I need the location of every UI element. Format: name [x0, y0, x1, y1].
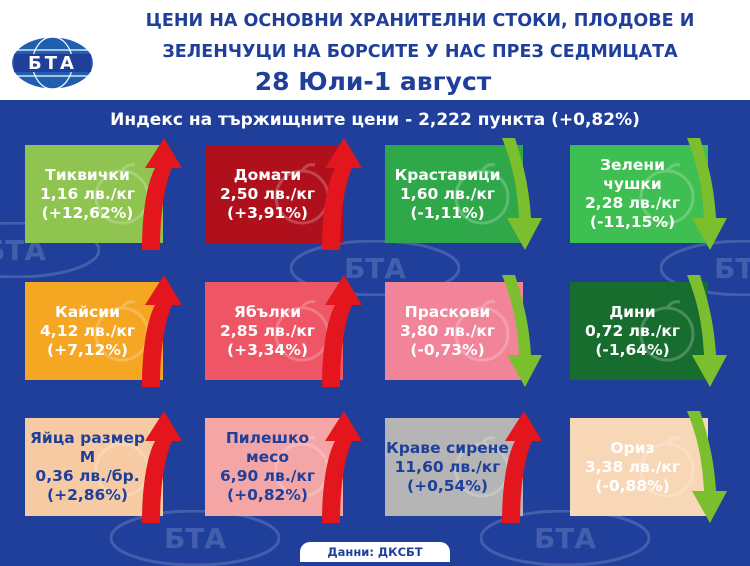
product-name: Пилешко месо: [225, 429, 310, 466]
price-change: (-0,88%): [595, 476, 670, 495]
price-tile: Праскови 3,80 лв./кг (-0,73%): [385, 282, 523, 380]
pepper-icon: [639, 163, 695, 225]
date-range: 28 Юли-1 август: [248, 64, 498, 100]
product-price: 0,72 лв./кг: [585, 321, 680, 340]
product-name: Зелени чушки: [600, 156, 665, 193]
arrow-up-icon: [322, 275, 362, 387]
arrow-down-icon: [502, 275, 542, 387]
tile-text: Домати 2,50 лв./кг (+3,91%): [205, 145, 330, 243]
price-change: (-1,64%): [595, 340, 670, 359]
cucumber-icon: [454, 163, 510, 225]
price-tile: Ябълки 2,85 лв./кг (+3,34%): [205, 282, 343, 380]
product-price: 3,80 лв./кг: [400, 321, 495, 340]
product-price: 11,60 лв./кг: [394, 457, 501, 476]
svg-text:БТА: БТА: [714, 252, 750, 285]
price-change: (-1,11%): [410, 203, 485, 222]
tile-text: Ориз 3,38 лв./кг (-0,88%): [570, 418, 695, 516]
tile-text: Зелени чушки 2,28 лв./кг (-11,15%): [570, 145, 695, 243]
tile-text: Пилешко месо 6,90 лв./кг (+0,82%): [205, 418, 330, 516]
product-price: 2,85 лв./кг: [220, 321, 315, 340]
title-line-2: ЗЕЛЕНЧУЦИ НА БОРСИТЕ У НАС ПРЕЗ СЕДМИЦАТ…: [162, 42, 678, 62]
product-name: Ябълки: [233, 302, 302, 321]
tile-text: Краве сирене 11,60 лв./кг (+0,54%): [385, 418, 510, 516]
price-change: (+3,34%): [227, 340, 308, 359]
watermark-logo-icon: БТА: [110, 510, 280, 566]
product-name: Яйца размер М: [30, 429, 145, 466]
data-source: Данни: ДКСБТ: [300, 542, 450, 562]
price-change: (+0,54%): [407, 476, 488, 495]
watermark-logo-icon: БТА: [290, 240, 460, 296]
svg-text:БТА: БТА: [28, 53, 77, 74]
price-tile: Тиквички 1,16 лв./кг (+12,62%): [25, 145, 163, 243]
price-tile: Зелени чушки 2,28 лв./кг (-11,15%): [570, 145, 708, 243]
title-line-1: ЦЕНИ НА ОСНОВНИ ХРАНИТЕЛНИ СТОКИ, ПЛОДОВ…: [145, 11, 695, 31]
price-tile: Краве сирене 11,60 лв./кг (+0,54%): [385, 418, 523, 516]
product-name: Праскови: [404, 302, 491, 321]
price-index: Индекс на тържищните цени - 2,222 пункта…: [110, 110, 640, 130]
watermark-logo-icon: БТА: [0, 222, 100, 278]
price-change: (-0,73%): [410, 340, 485, 359]
product-name: Дини: [609, 302, 656, 321]
price-change: (+3,91%): [227, 203, 308, 222]
arrow-down-icon: [502, 138, 542, 250]
svg-text:БТА: БТА: [344, 252, 406, 285]
bta-logo: БТА: [10, 36, 95, 90]
price-tile: Краставици 1,60 лв./кг (-1,11%): [385, 145, 523, 243]
product-price: 2,50 лв./кг: [220, 184, 315, 203]
price-change: (+7,12%): [47, 340, 128, 359]
arrow-up-icon: [142, 275, 182, 387]
price-change: (+0,82%): [227, 486, 308, 504]
product-price: 1,16 лв./кг: [40, 184, 135, 203]
price-tile: Дини 0,72 лв./кг (-1,64%): [570, 282, 708, 380]
product-name: Кайсии: [55, 302, 120, 321]
product-name: Домати: [233, 165, 302, 184]
page-title: ЦЕНИ НА ОСНОВНИ ХРАНИТЕЛНИ СТОКИ, ПЛОДОВ…: [95, 6, 745, 68]
price-tile: Яйца размер М 0,36 лв./бр. (+2,86%): [25, 418, 163, 516]
arrow-up-icon: [142, 411, 182, 523]
tile-text: Краставици 1,60 лв./кг (-1,11%): [385, 145, 510, 243]
price-change: (+12,62%): [41, 203, 134, 222]
product-price: 2,28 лв./кг: [585, 194, 680, 212]
watermark-logo-icon: БТА: [660, 240, 750, 296]
product-price: 4,12 лв./кг: [40, 321, 135, 340]
price-tile: Ориз 3,38 лв./кг (-0,88%): [570, 418, 708, 516]
price-tile: Кайсии 4,12 лв./кг (+7,12%): [25, 282, 163, 380]
price-change: (+2,86%): [47, 486, 128, 504]
watermelon-icon: [639, 300, 695, 362]
product-price: 0,36 лв./бр.: [35, 467, 140, 485]
peach-icon: [454, 300, 510, 362]
tile-text: Праскови 3,80 лв./кг (-0,73%): [385, 282, 510, 380]
price-tile: Пилешко месо 6,90 лв./кг (+0,82%): [205, 418, 343, 516]
tile-text: Дини 0,72 лв./кг (-1,64%): [570, 282, 695, 380]
product-price: 1,60 лв./кг: [400, 184, 495, 203]
price-change: (-11,15%): [589, 213, 676, 231]
arrow-down-icon: [687, 411, 727, 523]
price-tile: Домати 2,50 лв./кг (+3,91%): [205, 145, 343, 243]
product-price: 3,38 лв./кг: [585, 457, 680, 476]
product-name: Краве сирене: [386, 438, 509, 457]
tile-text: Яйца размер М 0,36 лв./бр. (+2,86%): [25, 418, 150, 516]
product-name: Тиквички: [45, 165, 130, 184]
rice-icon: [639, 436, 695, 498]
tile-text: Тиквички 1,16 лв./кг (+12,62%): [25, 145, 150, 243]
svg-text:БТА: БТА: [164, 522, 226, 555]
product-name: Ориз: [610, 438, 655, 457]
arrow-up-icon: [142, 138, 182, 250]
arrow-up-icon: [322, 138, 362, 250]
arrow-down-icon: [687, 275, 727, 387]
arrow-up-icon: [502, 411, 542, 523]
arrow-down-icon: [687, 138, 727, 250]
svg-text:БТА: БТА: [534, 522, 596, 555]
product-name: Краставици: [394, 165, 501, 184]
tile-text: Кайсии 4,12 лв./кг (+7,12%): [25, 282, 150, 380]
arrow-up-icon: [322, 411, 362, 523]
tile-text: Ябълки 2,85 лв./кг (+3,34%): [205, 282, 330, 380]
product-price: 6,90 лв./кг: [220, 467, 315, 485]
